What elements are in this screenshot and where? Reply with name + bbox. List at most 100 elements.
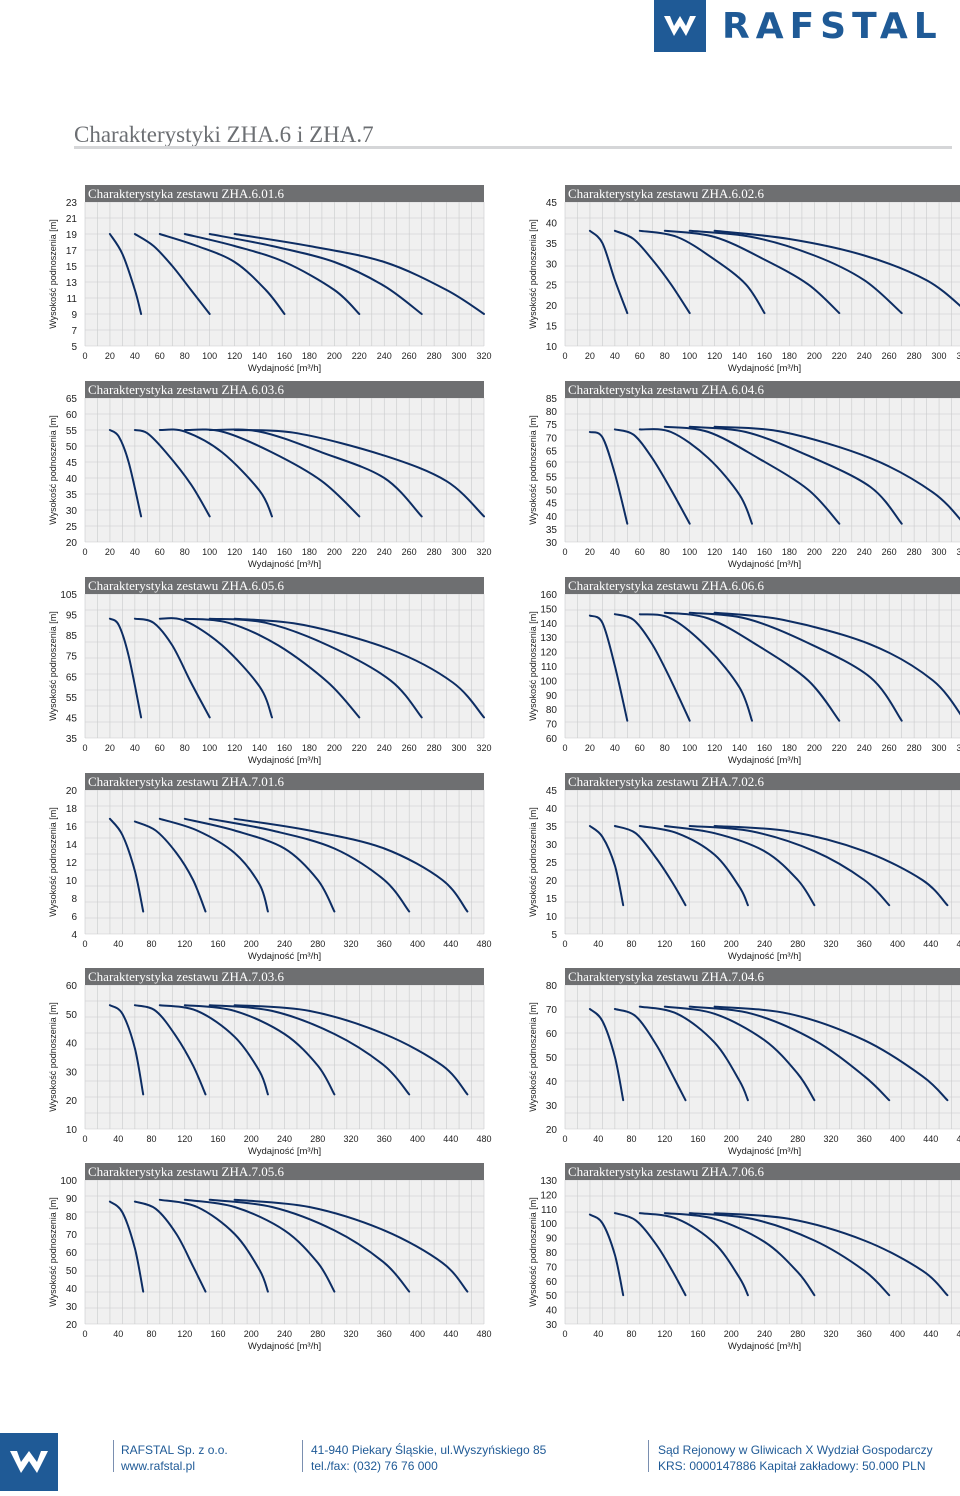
pump-curve-5	[688, 229, 903, 315]
x-tick-label: 0	[562, 1329, 567, 1339]
y-tick-label: 5	[71, 342, 77, 353]
x-tick-label: 200	[244, 939, 259, 949]
chart-zha-7-03-6: Charakterystyka zestawu ZHA.7.03.6 10 20 30…	[48, 968, 492, 1157]
y-tick-label: 120	[540, 1190, 557, 1201]
x-tick-label: 160	[690, 1134, 705, 1144]
y-tick-label: 70	[546, 433, 558, 444]
x-tick-label: 200	[724, 1329, 739, 1339]
pump-curve-3	[158, 617, 273, 719]
plot-area	[565, 985, 960, 1129]
pump-curve-1	[108, 429, 143, 518]
y-axis-label: Wysokość podnoszenia [m]	[48, 1002, 58, 1111]
pump-curve-6	[713, 611, 960, 716]
pump-curve-5	[688, 825, 891, 907]
x-tick-label: 180	[782, 743, 797, 753]
pump-curve-6	[233, 429, 485, 518]
x-tick-label: 260	[882, 743, 897, 753]
x-tick-label: 400	[410, 1134, 425, 1144]
chart-title: Charakterystyka zestawu ZHA.7.02.6	[568, 774, 765, 789]
pump-curve-2	[613, 428, 691, 525]
y-tick-label: 150	[540, 604, 557, 615]
footer-website-link[interactable]: www.rafstal.pl	[121, 1459, 196, 1473]
plot-area	[565, 398, 960, 542]
x-tick-label: 160	[757, 351, 772, 361]
x-tick-label: 220	[832, 351, 847, 361]
pump-curve-1	[588, 825, 625, 907]
y-tick-label: 45	[66, 458, 78, 469]
pump-curve-3	[638, 229, 766, 315]
y-axis-label: Wysokość podnoszenia [m]	[528, 219, 538, 328]
x-tick-label: 480	[956, 1329, 960, 1339]
y-tick-label: 9	[71, 310, 77, 321]
x-tick-label: 120	[227, 743, 242, 753]
x-tick-label: 240	[277, 1329, 292, 1339]
x-tick-label: 220	[832, 547, 847, 557]
chart-zha-6-06-6: Charakterystyka zestawu ZHA.6.06.6 60 70 80…	[528, 577, 960, 766]
chart-zha-7-01-6: Charakterystyka zestawu ZHA.7.01.6 4 6 8 10 1…	[48, 773, 492, 962]
pump-curve-4	[663, 1005, 816, 1102]
x-tick-label: 20	[585, 547, 595, 557]
y-tick-label: 20	[546, 876, 558, 887]
pump-curve-3	[158, 1004, 269, 1096]
x-tick-label: 20	[585, 351, 595, 361]
x-tick-label: 240	[277, 1134, 292, 1144]
x-tick-label: 160	[757, 743, 772, 753]
y-tick-label: 23	[66, 198, 78, 209]
x-tick-label: 200	[807, 351, 822, 361]
x-tick-label: 0	[562, 547, 567, 557]
y-tick-label: 30	[66, 506, 78, 517]
pump-curve-1	[588, 614, 629, 722]
x-tick-label: 20	[105, 743, 115, 753]
x-axis-label: Wydajność [m³/h]	[248, 1146, 321, 1157]
x-tick-label: 40	[610, 547, 620, 557]
x-tick-label: 360	[857, 1329, 872, 1339]
x-tick-label: 120	[177, 939, 192, 949]
y-tick-label: 15	[546, 894, 558, 905]
x-tick-label: 160	[210, 1329, 225, 1339]
pump-curve-2	[133, 820, 207, 913]
brand-name: RAFSTAL	[722, 6, 943, 47]
x-tick-label: 260	[402, 743, 417, 753]
x-tick-label: 260	[882, 351, 897, 361]
chart-title-banner	[565, 577, 960, 594]
x-tick-label: 220	[832, 743, 847, 753]
x-tick-label: 220	[352, 547, 367, 557]
y-tick-label: 16	[66, 822, 78, 833]
x-tick-label: 80	[660, 351, 670, 361]
x-tick-label: 40	[610, 351, 620, 361]
chart-zha-6-01-6: Charakterystyka zestawu ZHA.6.01.6 5 7 9 11 1…	[48, 185, 492, 374]
x-tick-label: 100	[682, 351, 697, 361]
y-tick-label: 35	[546, 239, 558, 250]
x-tick-label: 480	[956, 1134, 960, 1144]
y-tick-label: 60	[66, 410, 78, 421]
pump-curve-4	[663, 425, 841, 525]
y-tick-label: 75	[66, 652, 78, 663]
x-tick-label: 80	[146, 939, 156, 949]
x-tick-label: 140	[252, 743, 267, 753]
y-tick-label: 100	[540, 676, 557, 687]
y-tick-label: 13	[66, 278, 78, 289]
x-tick-label: 60	[155, 743, 165, 753]
x-tick-label: 200	[327, 743, 342, 753]
y-tick-label: 18	[66, 804, 78, 815]
x-tick-label: 280	[907, 351, 922, 361]
x-axis-label: Wydajność [m³/h]	[248, 755, 321, 766]
plot-area	[565, 202, 960, 346]
x-tick-label: 60	[635, 743, 645, 753]
x-axis-label: Wydajność [m³/h]	[728, 1341, 801, 1352]
pump-curve-5	[208, 817, 411, 913]
x-tick-label: 0	[82, 743, 87, 753]
x-axis-label: Wydajność [m³/h]	[728, 755, 801, 766]
y-tick-label: 55	[66, 693, 78, 704]
y-tick-label: 50	[546, 1291, 558, 1302]
y-tick-label: 160	[540, 590, 557, 601]
y-tick-label: 90	[66, 1194, 78, 1205]
y-tick-label: 20	[66, 1320, 78, 1331]
pump-curve-2	[133, 233, 211, 315]
chart-title-banner	[85, 577, 484, 594]
x-tick-label: 280	[907, 547, 922, 557]
x-tick-label: 160	[757, 547, 772, 557]
y-tick-label: 95	[66, 611, 78, 622]
x-tick-label: 20	[585, 743, 595, 753]
chart-title: Charakterystyka zestawu ZHA.6.01.6	[88, 186, 285, 201]
